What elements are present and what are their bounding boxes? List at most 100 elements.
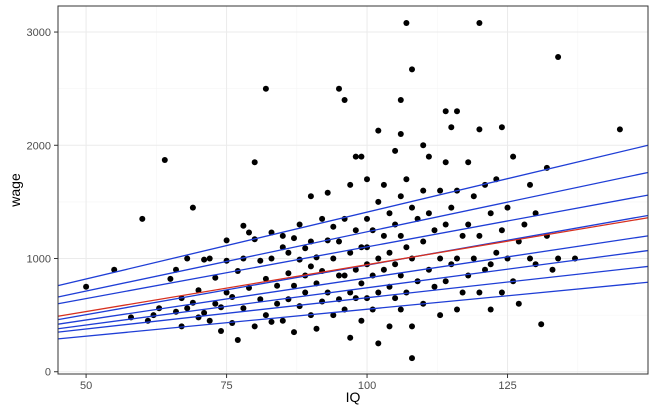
data-point xyxy=(167,275,174,282)
data-point xyxy=(538,321,545,328)
data-point xyxy=(324,189,331,196)
data-point xyxy=(437,312,444,319)
data-point xyxy=(498,289,505,296)
data-point xyxy=(330,223,337,230)
data-point xyxy=(285,296,292,303)
data-point xyxy=(347,334,354,341)
data-point xyxy=(476,232,483,239)
data-point xyxy=(279,232,286,239)
data-point xyxy=(358,317,365,324)
data-point xyxy=(262,85,269,92)
data-point xyxy=(279,317,286,324)
data-point xyxy=(380,232,387,239)
data-point xyxy=(307,263,314,270)
mean-regression-line xyxy=(57,217,649,317)
data-point xyxy=(420,238,427,245)
data-point xyxy=(616,126,623,133)
data-point xyxy=(403,244,410,251)
x-tick-label: 75 xyxy=(220,380,232,392)
data-point xyxy=(223,289,230,296)
data-point xyxy=(206,317,213,324)
data-point xyxy=(352,227,359,234)
data-point xyxy=(195,287,202,294)
data-point xyxy=(364,176,370,183)
data-point xyxy=(330,255,337,262)
data-point xyxy=(375,198,382,205)
data-point xyxy=(296,303,303,310)
data-point xyxy=(240,222,247,229)
data-point xyxy=(307,193,314,200)
data-point xyxy=(291,235,297,242)
data-point xyxy=(459,232,466,239)
data-point xyxy=(392,261,399,268)
data-point xyxy=(476,20,483,26)
x-tick-label: 50 xyxy=(80,380,92,392)
data-point xyxy=(555,54,562,60)
quantile-regression-line xyxy=(57,194,649,305)
data-point xyxy=(521,221,528,228)
y-tick-label: 2000 xyxy=(27,140,51,152)
data-point xyxy=(532,210,539,217)
data-point xyxy=(442,221,449,228)
data-point xyxy=(296,221,303,228)
y-tick-label: 3000 xyxy=(27,27,51,39)
data-point xyxy=(336,272,342,279)
x-axis-title: IQ xyxy=(346,389,361,405)
data-point xyxy=(425,210,432,217)
data-point xyxy=(515,300,522,307)
data-point xyxy=(442,108,449,115)
data-point xyxy=(218,328,224,334)
x-tick-label: 100 xyxy=(358,380,376,392)
data-point xyxy=(189,204,196,211)
data-point xyxy=(341,97,348,103)
data-point xyxy=(409,66,415,73)
data-point xyxy=(201,309,208,316)
y-axis-title: wage xyxy=(7,173,23,208)
data-point xyxy=(274,300,281,307)
data-point xyxy=(240,305,247,312)
data-point xyxy=(420,142,427,149)
data-point xyxy=(392,295,399,302)
data-point xyxy=(448,261,455,268)
data-point xyxy=(425,153,432,160)
data-point xyxy=(352,266,359,273)
data-point xyxy=(358,153,365,160)
quantile-regression-line xyxy=(57,235,649,325)
plot-panel-border xyxy=(57,5,649,375)
data-point xyxy=(223,237,230,244)
x-tick-label: 125 xyxy=(498,380,516,392)
data-point xyxy=(375,340,382,347)
data-point xyxy=(352,153,359,160)
data-point xyxy=(285,270,292,277)
data-point xyxy=(498,227,505,234)
data-point xyxy=(184,305,191,312)
data-point xyxy=(380,181,387,188)
data-point xyxy=(409,323,415,330)
data-point xyxy=(397,232,404,239)
data-point xyxy=(313,325,320,332)
data-point xyxy=(397,272,404,279)
data-point xyxy=(201,256,208,263)
data-point xyxy=(336,238,342,245)
quantile-regression-line xyxy=(57,144,649,287)
data-point xyxy=(302,289,309,296)
data-point xyxy=(409,204,415,211)
data-point xyxy=(347,289,354,296)
data-point xyxy=(448,204,455,211)
quantile-regression-line xyxy=(57,265,649,333)
data-point xyxy=(465,159,472,166)
data-point xyxy=(493,249,500,256)
data-point xyxy=(527,181,533,188)
data-point xyxy=(397,306,404,313)
data-point xyxy=(459,289,466,296)
data-point xyxy=(347,181,354,188)
data-point xyxy=(341,272,348,279)
data-point xyxy=(262,275,269,282)
data-point xyxy=(375,127,382,134)
data-point xyxy=(397,193,404,200)
regression-lines xyxy=(57,144,649,340)
data-point xyxy=(83,283,90,290)
data-point xyxy=(285,249,292,256)
data-point xyxy=(302,245,309,252)
data-point xyxy=(403,20,410,26)
